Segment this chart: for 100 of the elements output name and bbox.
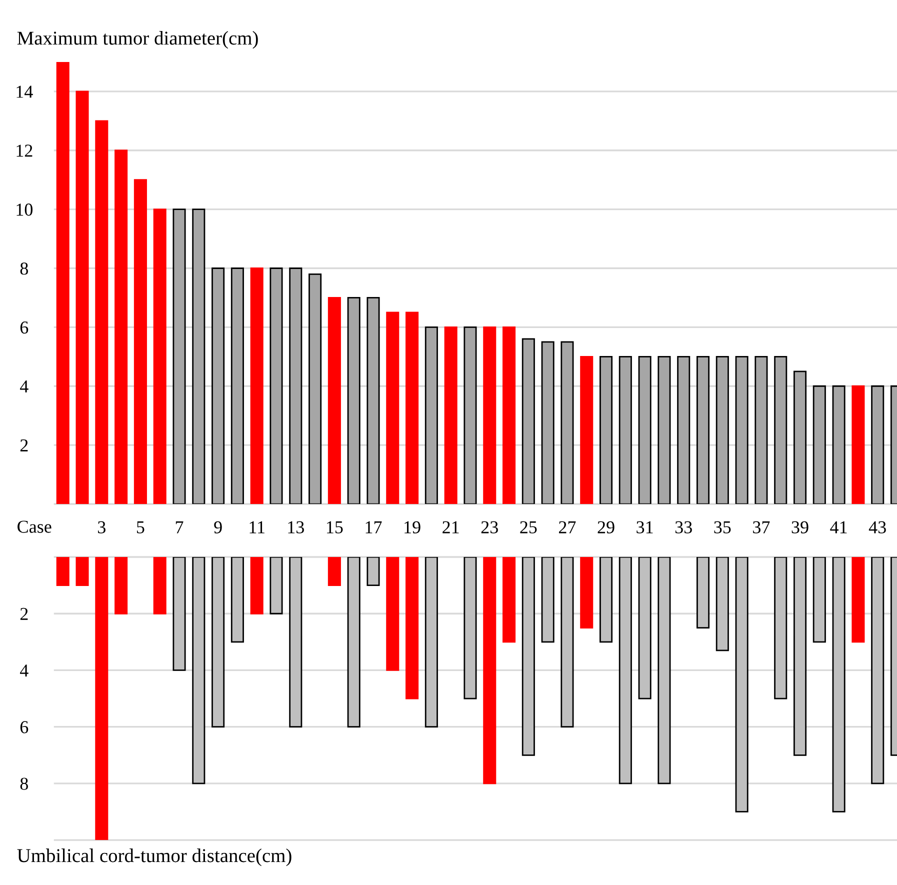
bar — [172, 208, 186, 504]
bar — [270, 268, 283, 504]
y-tick-label: 10 — [16, 204, 32, 216]
bar — [812, 557, 826, 643]
bar — [774, 557, 788, 700]
bar — [677, 356, 690, 504]
x-tick-label: 5 — [136, 521, 144, 534]
bar — [716, 557, 729, 652]
bar — [483, 326, 496, 504]
bar — [76, 90, 89, 504]
y-tick-label: 2 — [20, 608, 28, 620]
y-tick-label: 4 — [20, 664, 28, 676]
bar — [230, 557, 244, 643]
bar — [560, 341, 574, 504]
bar — [250, 268, 264, 504]
bar — [328, 557, 341, 586]
bar — [754, 356, 768, 504]
bar — [95, 120, 108, 504]
bar — [424, 326, 438, 504]
bar — [464, 326, 477, 504]
bar — [114, 557, 128, 614]
bar — [735, 356, 748, 504]
bar — [289, 557, 302, 728]
y-tick-label: 6 — [20, 321, 28, 334]
bar — [366, 557, 380, 586]
bar — [871, 385, 884, 504]
bar — [153, 208, 166, 504]
bar — [658, 557, 671, 784]
x-tick-label: 3 — [98, 521, 106, 534]
bar — [522, 338, 535, 504]
bar — [134, 179, 147, 504]
x-tick-label: 29 — [598, 521, 614, 534]
bar — [774, 356, 788, 504]
bar — [192, 208, 206, 504]
x-tick-label: 7 — [176, 521, 184, 534]
bar — [76, 557, 89, 586]
bar — [600, 557, 613, 643]
bar — [347, 297, 360, 504]
x-tick-label: 11 — [250, 521, 264, 534]
bar — [289, 268, 302, 504]
bar — [618, 356, 632, 504]
bar — [600, 356, 613, 504]
x-tick-label: 31 — [636, 521, 653, 534]
x-tick-label: 9 — [214, 521, 222, 534]
bar — [212, 268, 225, 504]
y-tick-label: 8 — [20, 262, 28, 275]
bar — [424, 557, 438, 728]
bar — [522, 557, 535, 756]
bar — [580, 557, 594, 628]
bar — [502, 326, 516, 504]
bar — [56, 557, 70, 586]
x-tick-label: 39 — [792, 521, 808, 534]
y-tick-label: 4 — [20, 380, 28, 392]
bar — [386, 312, 400, 504]
x-tick-label: 19 — [404, 521, 420, 534]
bar — [153, 557, 166, 614]
y-tick-label: 6 — [20, 721, 28, 734]
y-tick-label: 2 — [20, 439, 28, 452]
bar — [95, 557, 108, 840]
y-axis-title: Umbilical cord-tumor distance(cm) — [17, 848, 292, 866]
bar — [832, 385, 846, 504]
x-tick-label: 13 — [288, 521, 304, 534]
bar — [114, 150, 128, 504]
bar — [444, 326, 458, 504]
bar — [852, 385, 865, 504]
bar — [386, 557, 400, 671]
bar — [696, 356, 710, 504]
bar — [832, 557, 846, 812]
bar — [793, 557, 807, 756]
x-tick-label: 23 — [481, 521, 498, 534]
bar — [56, 62, 70, 504]
bar — [541, 557, 554, 643]
x-tick-label: 15 — [327, 521, 343, 534]
x-tick-label: 35 — [714, 521, 731, 534]
bar — [212, 557, 225, 728]
bar — [793, 370, 807, 504]
bar — [580, 356, 594, 504]
bar — [230, 268, 244, 504]
bar — [638, 356, 652, 504]
y-tick-label: 8 — [20, 778, 28, 790]
x-tick-label: 21 — [442, 521, 459, 534]
bar — [852, 557, 865, 643]
x-tick-label: 43 — [868, 521, 886, 534]
bar — [406, 557, 419, 700]
bar — [638, 557, 652, 700]
bar — [308, 273, 322, 504]
bar — [871, 557, 884, 784]
bar — [502, 557, 516, 643]
bar — [812, 385, 826, 504]
x-tick-label: 25 — [520, 521, 537, 534]
bar — [192, 557, 206, 784]
y-tick-label: 12 — [16, 144, 32, 157]
bar — [406, 312, 419, 504]
x-tick-label: 27 — [558, 521, 576, 534]
bar — [716, 356, 729, 504]
x-tick-label: 37 — [753, 521, 770, 534]
bar — [347, 557, 360, 728]
y-axis-title: Maximum tumor diameter(cm) — [17, 31, 258, 49]
bar — [696, 557, 710, 628]
bar — [328, 297, 341, 504]
